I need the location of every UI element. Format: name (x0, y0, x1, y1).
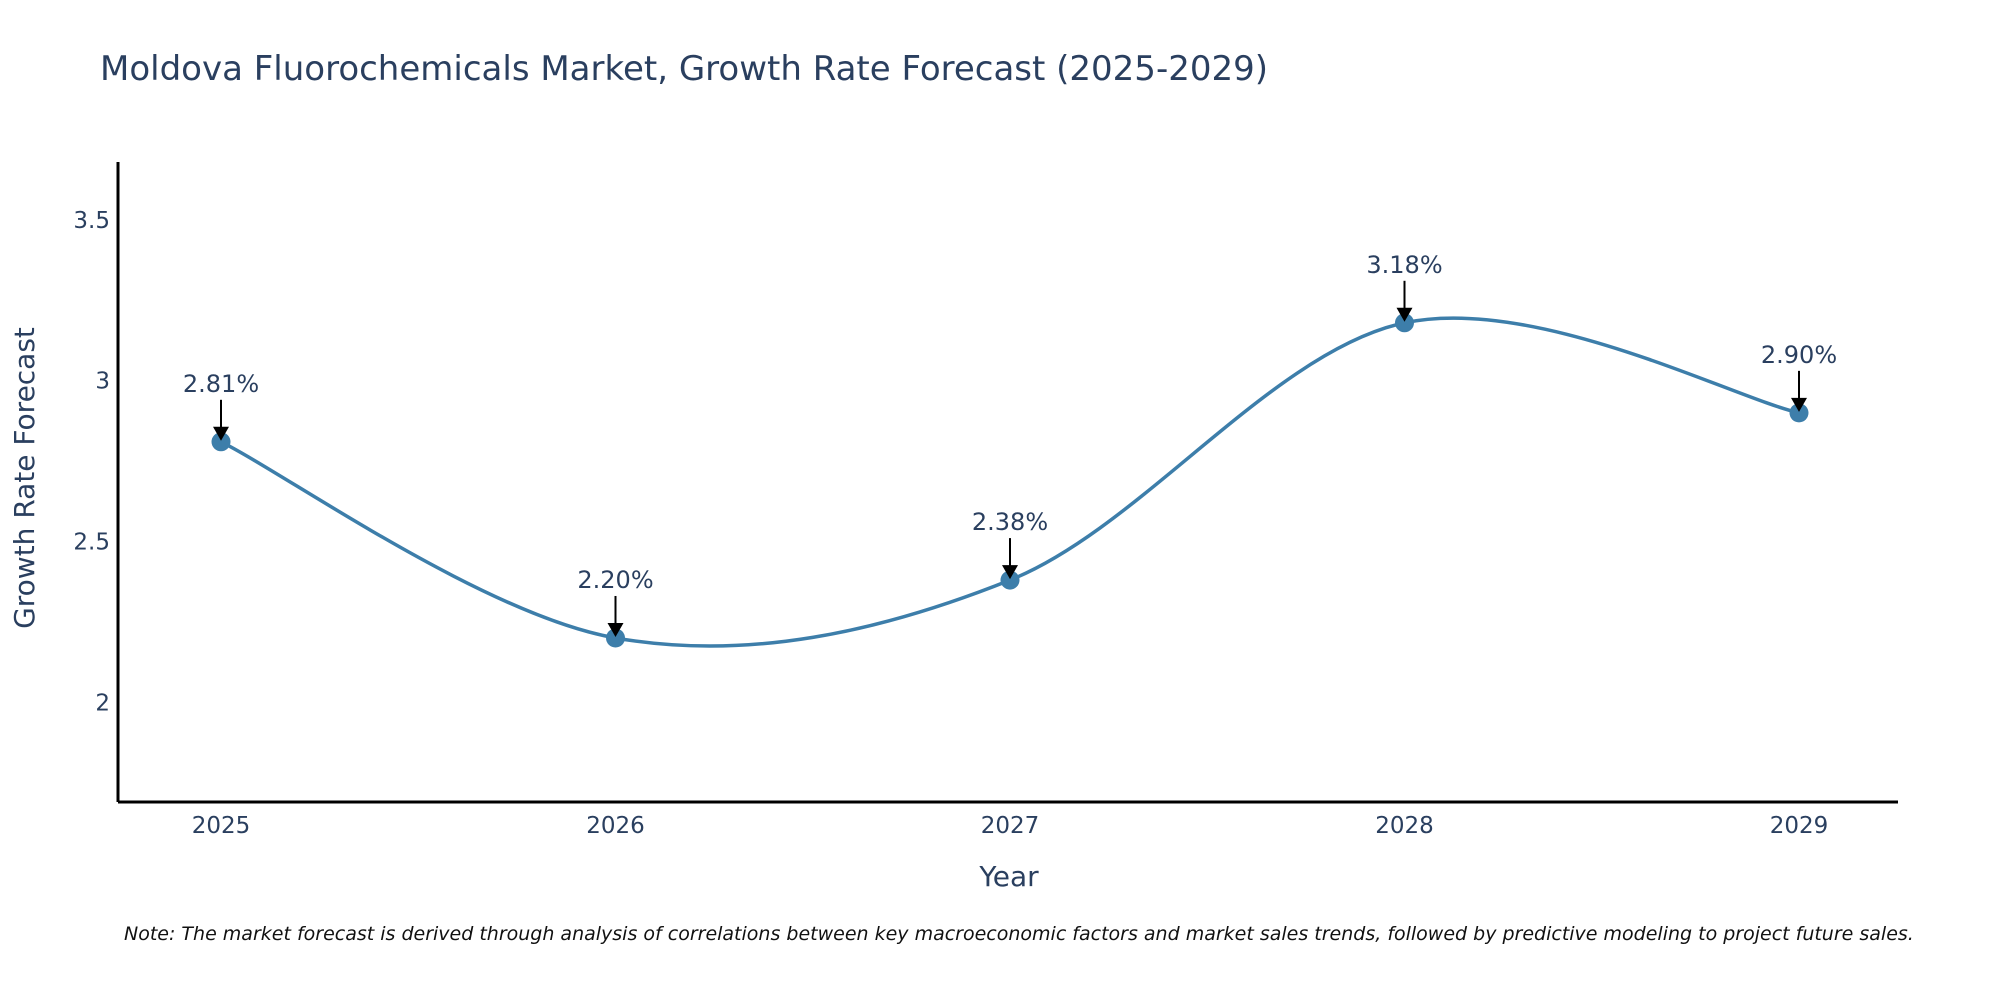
y-tick-label: 3.5 (73, 208, 110, 234)
chart-title: Moldova Fluorochemicals Market, Growth R… (100, 49, 1268, 89)
x-tick-label: 2026 (586, 813, 645, 839)
data-point (606, 628, 625, 648)
data-point (1789, 403, 1809, 423)
data-label: 2.20% (577, 566, 653, 594)
data-point (1000, 570, 1020, 590)
annotation-arrow-head (1396, 307, 1413, 322)
y-axis-title: Growth Rate Forecast (8, 327, 41, 629)
annotation-arrow-head (213, 426, 229, 441)
y-tick-label: 3 (95, 369, 110, 395)
annotation-arrow-head (607, 622, 624, 637)
x-tick-label: 2028 (1375, 813, 1434, 839)
x-tick-label: 2025 (192, 813, 251, 839)
data-label: 2.81% (183, 370, 259, 398)
x-axis-title: Year (978, 860, 1039, 893)
y-tick-label: 2 (95, 690, 110, 716)
x-tick-label: 2029 (1770, 813, 1829, 839)
plot-area: 2 2.5 3 3.5 2025 2026 2027 2028 2029 2.81% 2.20% 2.… (73, 162, 1898, 839)
x-tick-label: 2027 (981, 813, 1040, 839)
y-tick-label: 2.5 (73, 529, 110, 555)
data-point (211, 432, 231, 452)
series-line (220, 316, 1800, 648)
data-label: 2.38% (972, 508, 1048, 536)
footnote: Note: The market forecast is derived thr… (124, 923, 1914, 945)
annotation-arrow-head (1002, 565, 1018, 580)
data-label: 2.90% (1761, 341, 1837, 369)
annotation-arrow-head (1791, 397, 1807, 412)
data-label: 3.18% (1366, 251, 1442, 279)
data-point (1395, 313, 1414, 333)
